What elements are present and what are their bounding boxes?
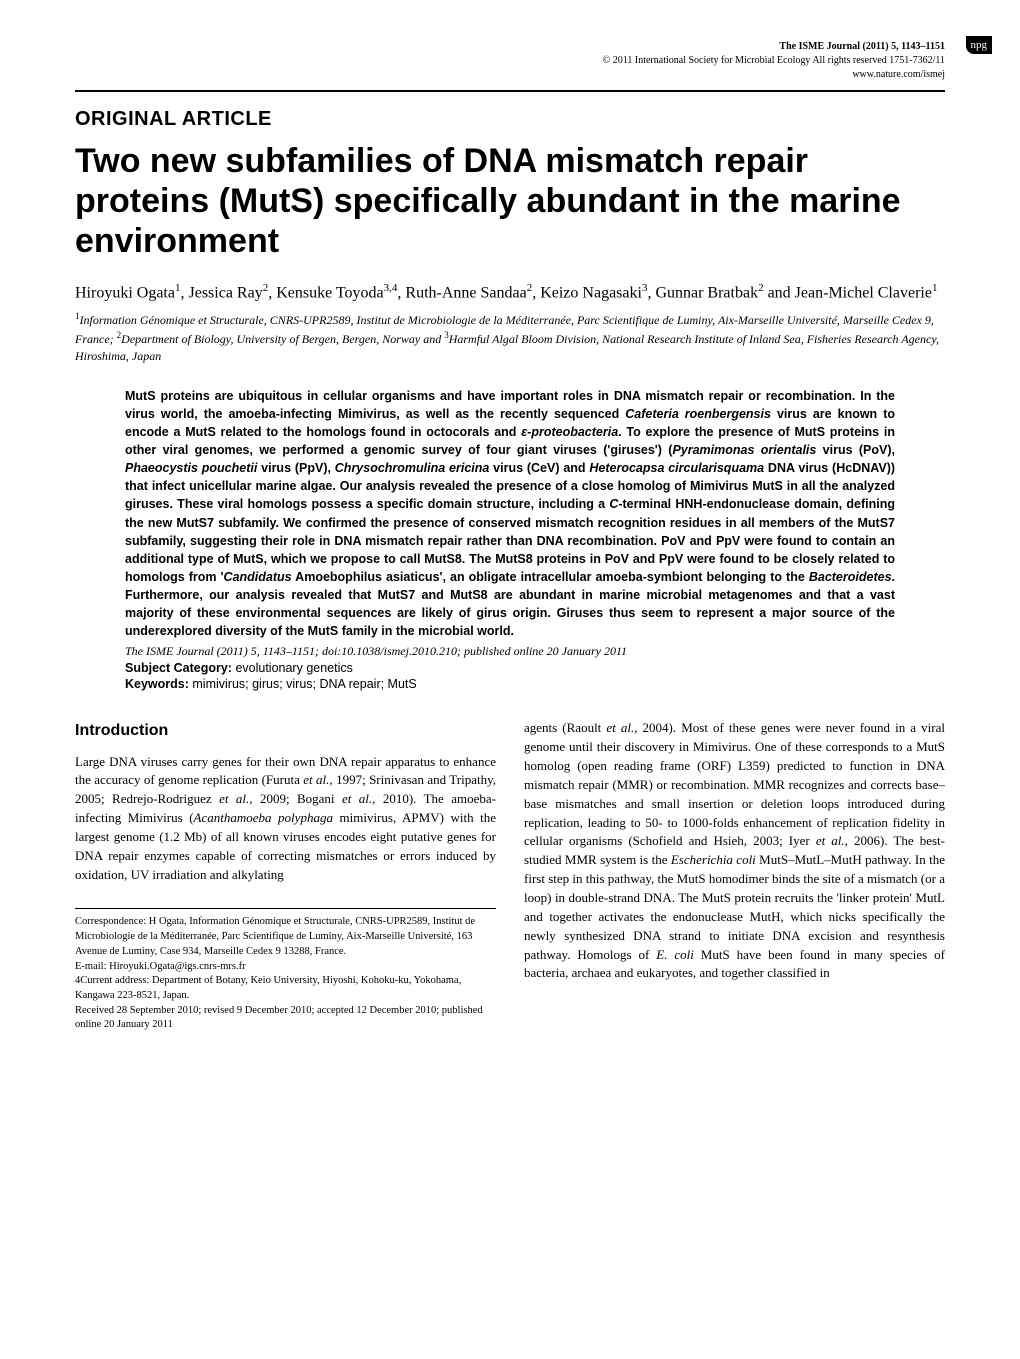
subject-category-label: Subject Category: bbox=[125, 661, 232, 675]
abstract-block: MutS proteins are ubiquitous in cellular… bbox=[125, 387, 895, 692]
affiliations: 1Information Génomique et Structurale, C… bbox=[75, 310, 945, 364]
copyright-line: © 2011 International Society for Microbi… bbox=[75, 54, 945, 68]
current-address-note: 4Current address: Department of Botany, … bbox=[75, 974, 496, 1003]
keywords: Keywords: mimivirus; girus; virus; DNA r… bbox=[125, 677, 895, 691]
correspondence-divider bbox=[75, 908, 496, 909]
abstract-text: MutS proteins are ubiquitous in cellular… bbox=[125, 387, 895, 641]
right-column-text: agents (Raoult et al., 2004). Most of th… bbox=[524, 719, 945, 983]
journal-issue-line: The ISME Journal (2011) 5, 1143–1151 bbox=[75, 40, 945, 54]
section-heading-introduction: Introduction bbox=[75, 719, 496, 742]
article-category: ORIGINAL ARTICLE bbox=[75, 108, 945, 131]
correspondence-text: Correspondence: H Ogata, Information Gén… bbox=[75, 915, 496, 959]
correspondence-block: Correspondence: H Ogata, Information Gén… bbox=[75, 915, 496, 1033]
publisher-badge: npg bbox=[966, 36, 993, 54]
journal-header: The ISME Journal (2011) 5, 1143–1151 © 2… bbox=[75, 40, 945, 82]
left-column-text: Large DNA viruses carry genes for their … bbox=[75, 753, 496, 885]
correspondence-email: E-mail: Hiroyuki.Ogata@igs.cnrs-mrs.fr bbox=[75, 960, 496, 975]
article-title: Two new subfamilies of DNA mismatch repa… bbox=[75, 141, 945, 261]
header-divider bbox=[75, 90, 945, 92]
left-column: Introduction Large DNA viruses carry gen… bbox=[75, 719, 496, 1033]
right-column: agents (Raoult et al., 2004). Most of th… bbox=[524, 719, 945, 1033]
received-dates: Received 28 September 2010; revised 9 De… bbox=[75, 1004, 496, 1033]
body-columns: Introduction Large DNA viruses carry gen… bbox=[75, 719, 945, 1033]
subject-category: Subject Category: evolutionary genetics bbox=[125, 661, 895, 675]
keywords-label: Keywords: bbox=[125, 677, 189, 691]
subject-category-value: evolutionary genetics bbox=[232, 661, 353, 675]
journal-url: www.nature.com/ismej bbox=[75, 68, 945, 82]
author-list: Hiroyuki Ogata1, Jessica Ray2, Kensuke T… bbox=[75, 281, 945, 304]
keywords-value: mimivirus; girus; virus; DNA repair; Mut… bbox=[189, 677, 417, 691]
citation-line: The ISME Journal (2011) 5, 1143–1151; do… bbox=[125, 644, 895, 659]
